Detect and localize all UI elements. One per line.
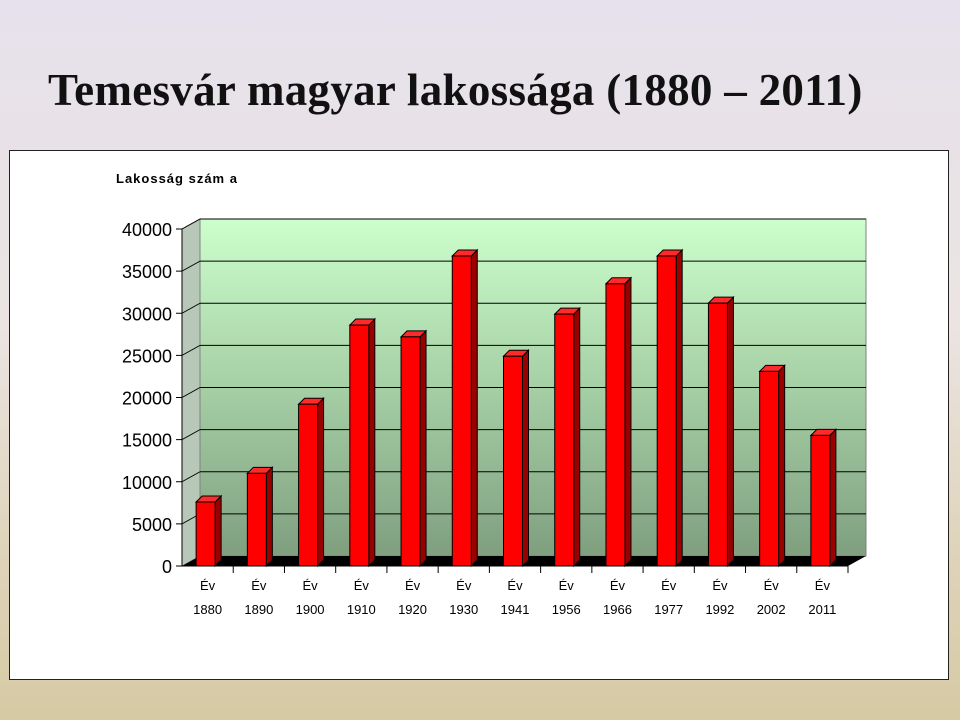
x-tick-label-prefix: Év [610, 578, 626, 593]
x-tick-label: 1890 [244, 602, 273, 617]
x-tick-label-prefix: Év [302, 578, 318, 593]
gridline-side [181, 260, 201, 272]
x-tick-label: 1880 [193, 602, 222, 617]
x-tick-label-prefix: Év [507, 578, 523, 593]
bar [348, 317, 377, 568]
bar-front [349, 324, 370, 567]
y-tick-label: 0 [162, 557, 172, 577]
x-tick-label: 2011 [808, 602, 836, 617]
bar-side [573, 306, 581, 568]
bar [758, 364, 786, 568]
bar [194, 494, 223, 568]
x-tick-label: 1956 [552, 602, 581, 617]
slide-title: Temesvár magyar lakossága (1880 – 2011) [48, 65, 863, 115]
x-tick-label-prefix: Év [200, 578, 216, 593]
bar-side [265, 466, 273, 568]
bar [707, 295, 735, 568]
bar-side [675, 248, 683, 568]
bar-front [246, 472, 267, 567]
gridline-side [181, 302, 201, 314]
x-tick-label-prefix: Év [764, 578, 780, 593]
bar [809, 428, 838, 568]
bar-front [759, 370, 780, 567]
bar [502, 349, 530, 568]
gridline-side [181, 344, 201, 356]
bar-side [726, 295, 734, 568]
bar-front [298, 403, 319, 567]
bar-side [317, 397, 325, 568]
gridline-side [181, 429, 201, 441]
bar-side [368, 317, 376, 568]
x-tick-label-prefix: Év [354, 578, 370, 593]
bar [604, 276, 633, 568]
bar [553, 306, 581, 568]
y-tick-label: 20000 [122, 389, 172, 409]
y-axis-label: Lakosság szám a [116, 171, 238, 186]
x-tick-label: 1900 [296, 602, 325, 617]
bar [297, 397, 325, 568]
gridline-side [181, 387, 201, 398]
x-tick-label-prefix: Év [251, 578, 267, 593]
bar-front [195, 501, 216, 567]
bar-side [419, 329, 427, 568]
gridline-side [181, 218, 201, 230]
bar-front [451, 255, 472, 567]
bar-front [503, 355, 523, 567]
x-tick-label: 1966 [603, 602, 632, 617]
x-tick-label-prefix: Év [559, 578, 575, 593]
y-tick-label: 25000 [122, 346, 172, 366]
y-tick-label: 5000 [132, 515, 172, 535]
x-tick-label: 1910 [347, 602, 376, 617]
y-tick-label: 40000 [122, 220, 172, 240]
x-tick-label-prefix: Év [661, 578, 677, 593]
bar-front [554, 313, 575, 567]
y-tick-label: 30000 [122, 304, 172, 324]
x-tick-label-prefix: Év [712, 578, 728, 593]
x-tick-label: 1941 [501, 602, 530, 617]
bar-side [470, 248, 478, 568]
y-tick-label: 10000 [122, 473, 172, 493]
bar-side [214, 494, 222, 568]
x-tick-label-prefix: Év [815, 578, 831, 593]
chart-panel: Lakosság szám a 0 5000 10000 15000 20000 2500… [9, 150, 949, 680]
bar-side [829, 428, 837, 568]
bar-front [707, 302, 728, 567]
bar-front [656, 255, 677, 567]
bar [451, 248, 479, 568]
bar-side [624, 276, 632, 568]
bar [655, 248, 684, 568]
bar-front [810, 434, 831, 567]
bar-chart: Lakosság szám a 0 5000 10000 15000 20000 2500… [116, 171, 867, 617]
bar-front [400, 336, 421, 567]
bar-front [605, 283, 626, 567]
bar [399, 329, 428, 568]
bar-side [778, 364, 786, 568]
x-tick-label: 2002 [757, 602, 786, 617]
gridline-side [181, 471, 201, 483]
x-tick-label: 1930 [449, 602, 478, 617]
x-tick-label: 1977 [654, 602, 683, 617]
bar [246, 466, 274, 568]
y-tick-label: 15000 [122, 431, 172, 451]
x-tick-label-prefix: Év [456, 578, 472, 593]
y-tick-label: 35000 [122, 262, 172, 282]
x-tick-label-prefix: Év [405, 578, 421, 593]
bar-side [522, 349, 529, 568]
x-tick-label: 1920 [398, 602, 427, 617]
x-tick-label: 1992 [705, 602, 734, 617]
